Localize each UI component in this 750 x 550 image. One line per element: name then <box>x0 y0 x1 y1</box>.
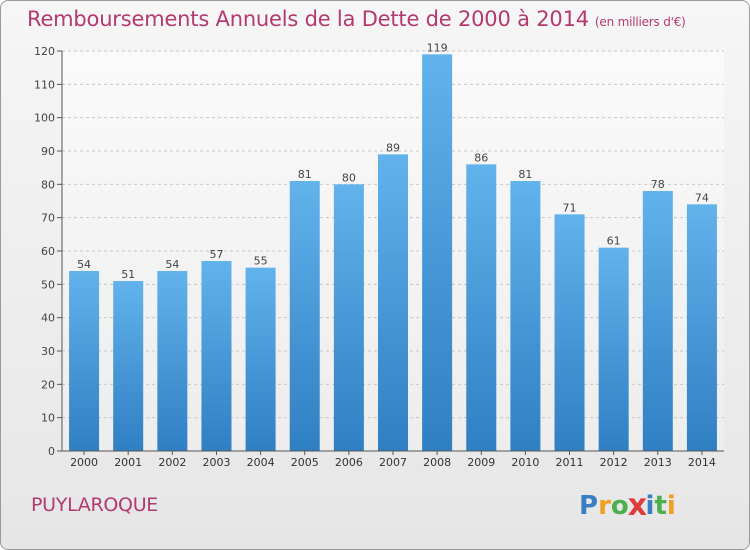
y-tick-label: 40 <box>41 312 55 325</box>
logo-letter: P <box>579 491 599 521</box>
logo-letter: i <box>645 491 655 521</box>
logo-letter: r <box>598 491 611 521</box>
bar-2001[interactable] <box>113 281 144 451</box>
bars-group: 54 51 54 57 55 81 80 89 119 86 81 71 61 78 74 <box>69 41 717 452</box>
logo-letter: o <box>610 491 629 521</box>
bar-value-label: 89 <box>386 141 400 154</box>
y-tick-label: 80 <box>41 178 55 191</box>
x-tick-label: 2009 <box>467 456 495 469</box>
y-tick-label: 10 <box>41 412 55 425</box>
bar-2010[interactable] <box>510 181 541 451</box>
bar-value-label: 61 <box>607 235 621 248</box>
bar-2008[interactable] <box>422 54 453 451</box>
y-tick-label: 20 <box>41 378 55 391</box>
bar-value-label: 57 <box>209 248 223 261</box>
commune-name: PUYLAROQUE <box>31 494 159 516</box>
y-tick-label: 120 <box>34 45 55 58</box>
bar-value-label: 81 <box>298 168 312 181</box>
x-tick-label: 2002 <box>158 456 186 469</box>
x-tick-label: 2008 <box>423 456 451 469</box>
bar-2002[interactable] <box>157 271 188 451</box>
y-tick-label: 110 <box>34 78 55 91</box>
bar-2005[interactable] <box>289 181 320 451</box>
bar-2013[interactable] <box>642 191 673 451</box>
bar-2003[interactable] <box>201 261 232 451</box>
bar-value-label: 78 <box>651 178 665 191</box>
logo-letter: i <box>666 491 676 521</box>
x-tick-label: 2012 <box>600 456 628 469</box>
x-tick-label: 2007 <box>379 456 407 469</box>
bar-value-label: 55 <box>254 255 268 268</box>
chart-unit-label: (en milliers d'€) <box>594 15 686 29</box>
x-tick-label: 2006 <box>335 456 363 469</box>
x-tick-label: 2003 <box>202 456 230 469</box>
chart-title: Remboursements Annuels de la Dette de 20… <box>27 7 686 31</box>
y-tick-label: 50 <box>41 278 55 291</box>
bar-2004[interactable] <box>245 267 276 451</box>
x-tick-label: 2013 <box>644 456 672 469</box>
y-tick-label: 90 <box>41 145 55 158</box>
bar-2014[interactable] <box>686 204 717 451</box>
bar-value-label: 51 <box>121 268 135 281</box>
x-tick-label: 2010 <box>511 456 539 469</box>
logo-letter: x <box>627 488 647 524</box>
x-tick-label: 2000 <box>70 456 98 469</box>
bar-2007[interactable] <box>377 154 409 452</box>
x-tick-label: 2014 <box>688 456 716 469</box>
x-tick-label: 2005 <box>291 456 319 469</box>
bar-2012[interactable] <box>598 247 629 451</box>
logo-letter: t <box>654 491 667 521</box>
x-tick-label: 2001 <box>114 456 142 469</box>
y-tick-label: 60 <box>41 245 55 258</box>
y-tick-label: 70 <box>41 212 55 225</box>
y-tick-label: 30 <box>41 345 55 358</box>
bar-value-label: 81 <box>518 168 532 181</box>
bar-2011[interactable] <box>554 214 585 451</box>
x-tick-label: 2004 <box>247 456 275 469</box>
axes-group: 0 10 20 30 40 50 60 70 80 90 100 110 120 2000 2001 2002… <box>34 45 724 469</box>
bar-value-label: 74 <box>695 191 709 204</box>
bar-2009[interactable] <box>466 164 497 452</box>
bar-2000[interactable] <box>69 271 100 451</box>
bar-value-label: 119 <box>427 41 448 54</box>
proxiti-logo[interactable]: Proxiti <box>579 488 676 524</box>
y-tick-label: 100 <box>34 112 55 125</box>
bar-2006[interactable] <box>333 184 364 452</box>
chart-title-text: Remboursements Annuels de la Dette de 20… <box>27 7 589 31</box>
y-tick-label: 0 <box>48 445 55 458</box>
bar-value-label: 54 <box>77 258 91 271</box>
bar-value-label: 86 <box>474 151 488 164</box>
bar-value-label: 54 <box>165 258 179 271</box>
bar-value-label: 71 <box>563 201 577 214</box>
bar-value-label: 80 <box>342 171 356 184</box>
x-tick-label: 2011 <box>556 456 584 469</box>
